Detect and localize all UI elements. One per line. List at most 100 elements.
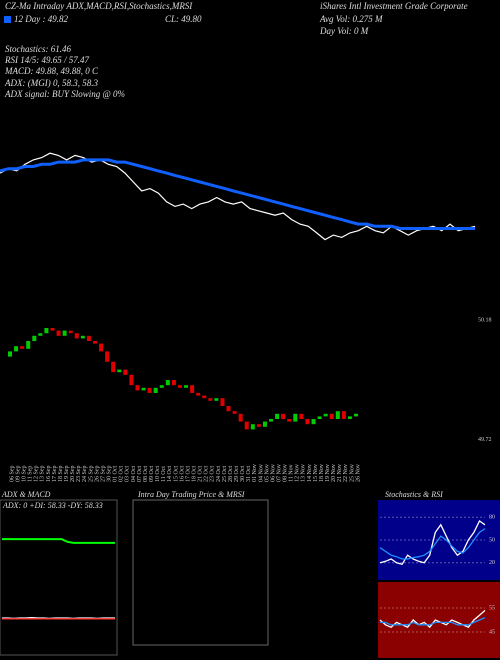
candle	[26, 341, 31, 349]
candle	[14, 346, 19, 352]
candle	[262, 421, 267, 427]
x-tick-label: 23 Oct	[210, 466, 216, 482]
candle	[117, 369, 122, 373]
x-tick-label: 10 Sep	[22, 466, 28, 483]
x-tick-label: 05 Nov	[264, 464, 270, 482]
x-tick-label: 04 Oct	[131, 466, 137, 482]
candle	[135, 385, 140, 391]
candle	[159, 385, 164, 388]
day-average: 12 Day : 49.82	[14, 14, 68, 24]
adx-macd-frame	[0, 499, 118, 656]
candle	[232, 411, 237, 414]
x-tick-label: 01 Oct	[113, 466, 119, 482]
x-tick-label: 30 Sep	[106, 466, 112, 483]
candle	[44, 328, 49, 334]
candle	[8, 351, 12, 357]
adx-info: ADX: (MGI) 0, 58.3, 58.3	[4, 78, 98, 88]
x-tick-label: 28 Oct	[228, 466, 234, 482]
candle	[177, 385, 182, 388]
x-tick-label: 15 Oct	[173, 466, 179, 482]
x-tick-label: 16 Oct	[179, 466, 185, 482]
y-tick-label: 80	[489, 515, 495, 521]
x-tick-label: 20 Sep	[70, 466, 76, 483]
x-tick-label: 14 Nov	[307, 464, 313, 482]
x-tick-label: 17 Oct	[185, 466, 191, 482]
candle	[329, 413, 334, 419]
x-tick-label: 12 Sep	[34, 466, 40, 483]
candle	[196, 393, 201, 396]
line-series	[0, 158, 475, 230]
candle	[190, 385, 195, 393]
x-tick-label: 12 Nov	[295, 464, 301, 482]
line-series	[379, 520, 486, 566]
candle	[347, 416, 352, 419]
candle	[244, 421, 249, 430]
stochastics-panel	[378, 500, 500, 580]
intraday-frame	[132, 499, 269, 646]
x-tick-label: 11 Nov	[289, 464, 295, 482]
candle	[111, 361, 116, 373]
x-tick-label: 13 Sep	[40, 466, 46, 483]
candle	[99, 343, 104, 352]
x-tick-label: 27 Sep	[100, 466, 106, 483]
candle	[50, 328, 55, 331]
candle	[220, 398, 225, 406]
candle	[202, 395, 207, 399]
panel-title: Stochastics & RSI	[385, 490, 443, 499]
y-tick-label: 55	[489, 605, 495, 611]
x-tick-label: 31 Oct	[246, 466, 252, 482]
candle	[281, 413, 286, 419]
x-tick-label: 30 Oct	[240, 466, 246, 482]
x-tick-label: 25 Oct	[222, 466, 228, 482]
candle	[323, 413, 328, 417]
candle	[317, 416, 322, 419]
candle	[129, 374, 134, 386]
line-series	[0, 152, 476, 241]
candle	[171, 380, 176, 386]
candle	[287, 419, 292, 422]
candle	[335, 411, 340, 419]
stochastics-info: Stochastics: 61.46	[5, 44, 71, 54]
candle	[147, 387, 152, 393]
candle	[208, 398, 213, 401]
candle	[305, 419, 310, 425]
x-tick-label: 25 Nov	[349, 464, 355, 482]
candle	[250, 424, 255, 430]
candle	[86, 335, 91, 341]
x-tick-label: 22 Nov	[343, 464, 349, 482]
x-tick-label: 03 Oct	[125, 466, 131, 482]
candle	[80, 335, 85, 339]
close-price: CL: 49.80	[165, 14, 202, 24]
rsi-panel	[378, 582, 500, 658]
x-tick-label: 01 Nov	[252, 464, 258, 482]
candle	[105, 351, 110, 362]
candle	[269, 419, 274, 422]
day-volume: Day Vol: 0 M	[319, 26, 369, 36]
x-tick-label: 06 Sep	[9, 466, 15, 483]
x-tick-label: 18 Sep	[58, 466, 64, 483]
x-tick-label: 29 Oct	[234, 466, 240, 482]
adx-signal: ADX signal: BUY Slowing @ 0%	[4, 89, 125, 99]
title: CZ-Ma Intraday ADX,MACD,RSI,Stochastics,…	[5, 1, 193, 11]
candle	[38, 333, 43, 336]
candle	[20, 346, 25, 349]
y-tick-label: 20	[489, 560, 495, 566]
x-tick-label: 19 Sep	[64, 466, 70, 483]
x-tick-label: 04 Nov	[258, 464, 264, 482]
x-tick-label: 21 Oct	[198, 466, 204, 482]
y-tick-label: 45	[489, 629, 495, 635]
candle	[354, 413, 358, 417]
x-tick-label: 07 Nov	[276, 464, 282, 482]
line-series	[2, 538, 115, 544]
candle	[238, 413, 243, 422]
y-tick-label: 50.18	[478, 318, 492, 324]
x-tick-label: 10 Oct	[155, 466, 161, 482]
candle	[299, 413, 304, 419]
candle	[311, 419, 316, 425]
x-tick-label: 20 Nov	[331, 464, 337, 482]
candle	[275, 413, 280, 419]
x-tick-label: 13 Nov	[301, 464, 307, 482]
x-tick-label: 08 Nov	[283, 464, 289, 482]
x-tick-label: 15 Nov	[313, 464, 319, 482]
